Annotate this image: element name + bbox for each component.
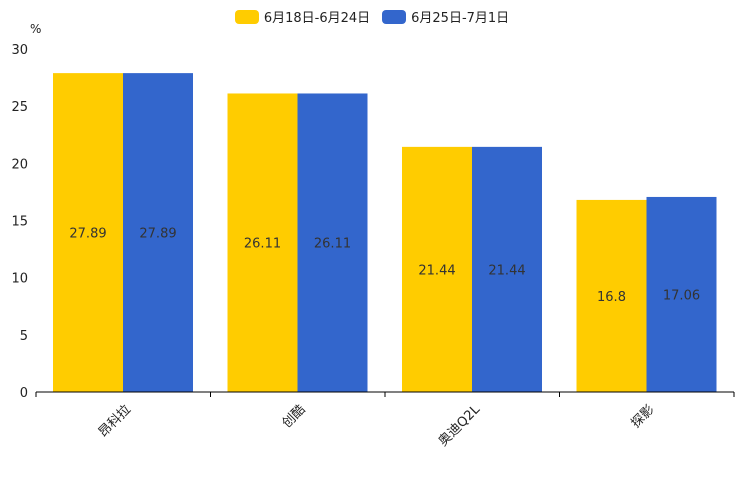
y-tick-label: 5 (20, 329, 28, 344)
x-tick-label: 创酷 (280, 402, 309, 431)
y-tick-label: 0 (20, 386, 28, 401)
bar (227, 93, 298, 392)
legend-label: 6月18日-6月24日 (263, 11, 371, 26)
legend-swatch (234, 9, 259, 24)
bar (402, 146, 472, 392)
legend-swatch (382, 9, 407, 24)
legend: 6月18日-6月24日 6月25日-7月1日 (0, 7, 744, 26)
data-label: 26.11 (314, 237, 351, 252)
x-tick-label: 昂科拉 (96, 402, 134, 440)
data-label: 26.11 (244, 237, 281, 252)
x-tick-label: 奥迪Q2L (436, 402, 484, 450)
y-tick-label: 25 (11, 100, 28, 115)
data-label: 21.44 (418, 263, 455, 278)
bar (576, 199, 647, 392)
legend-item-series-2[interactable]: 6月25日-7月1日 (382, 7, 509, 26)
data-label: 27.89 (69, 227, 106, 242)
bar (646, 196, 717, 392)
data-label: 16.8 (597, 290, 626, 305)
legend-item-series-1[interactable]: 6月18日-6月24日 (234, 7, 371, 26)
bar (297, 93, 368, 392)
y-tick-label: 20 (11, 157, 28, 172)
bar (53, 73, 123, 393)
data-label: 17.06 (663, 288, 700, 303)
y-tick-label: 10 (11, 272, 28, 287)
data-label: 27.89 (139, 227, 176, 242)
x-tick-label: 探影 (629, 402, 658, 431)
data-label: 21.44 (488, 263, 525, 278)
legend-label: 6月25日-7月1日 (411, 11, 510, 26)
bar (123, 73, 193, 393)
y-tick-label: 15 (11, 215, 28, 230)
y-tick-label: 30 (11, 43, 28, 58)
y-axis-unit: % (30, 22, 41, 36)
bar (472, 146, 542, 392)
